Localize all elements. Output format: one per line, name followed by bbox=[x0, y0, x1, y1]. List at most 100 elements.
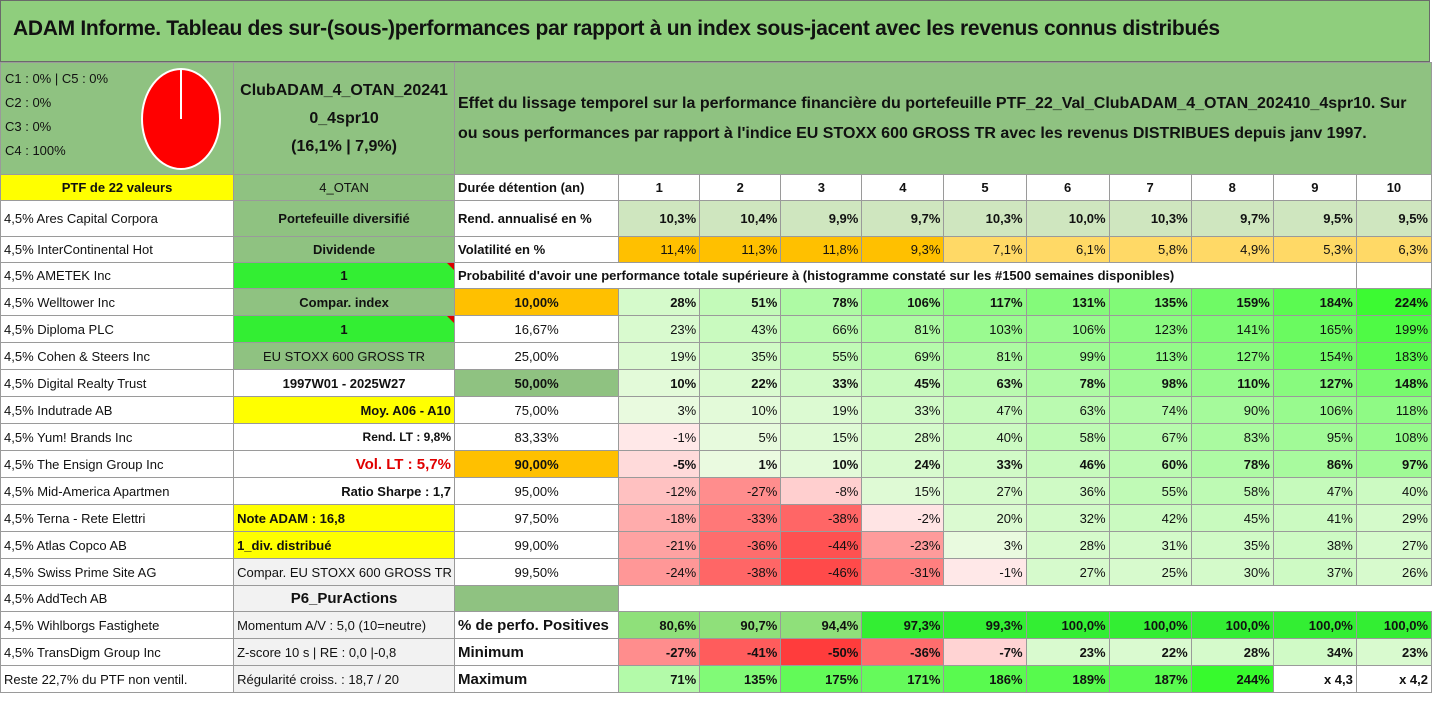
info-cell: EU STOXX 600 GROSS TR bbox=[233, 342, 455, 370]
prob-value: 15% bbox=[780, 423, 863, 451]
year-header: 6 bbox=[1025, 174, 1110, 201]
max-value: 71% bbox=[618, 665, 701, 693]
holding-name: 4,5% AMETEK Inc bbox=[0, 262, 235, 289]
table-row: 4,5% Welltower Inc Compar. index 10,00% 28%… bbox=[0, 288, 1432, 316]
info-cell: Portefeuille diversifié bbox=[233, 200, 455, 237]
prob-value: 47% bbox=[1272, 477, 1357, 505]
prob-label: Probabilité d'avoir une performance tota… bbox=[458, 268, 1175, 283]
prob-value: 90% bbox=[1190, 396, 1274, 424]
prob-value: 123% bbox=[1108, 315, 1192, 343]
vol-value: 4,9% bbox=[1190, 236, 1274, 263]
prob-value: 23% bbox=[618, 315, 701, 343]
prob-value: 184% bbox=[1272, 288, 1357, 316]
prob-threshold: 50,00% bbox=[453, 369, 620, 397]
info-cell: 1 bbox=[233, 315, 455, 343]
report-header: ADAM Informe. Tableau des sur-(sous-)per… bbox=[0, 0, 1430, 62]
pos-value: 94,4% bbox=[780, 611, 863, 639]
pos-value: 90,7% bbox=[699, 611, 782, 639]
prob-value: 40% bbox=[943, 423, 1027, 451]
prob-value: 35% bbox=[699, 342, 782, 370]
prob-threshold: 99,50% bbox=[453, 558, 620, 586]
prob-value: -1% bbox=[618, 423, 701, 451]
vol-value: 7,1% bbox=[943, 236, 1027, 263]
table-row: 4,5% Atlas Copco AB 1_div. distribué 99,00… bbox=[0, 531, 1432, 559]
prob-value: 19% bbox=[618, 342, 701, 370]
min-label: Minimum bbox=[453, 638, 620, 666]
prob-value: 141% bbox=[1190, 315, 1274, 343]
year-header: 5 bbox=[943, 174, 1027, 201]
prob-value: 45% bbox=[861, 369, 945, 397]
year-header: 10 bbox=[1355, 174, 1432, 201]
info-cell: Compar. EU STOXX 600 GROSS TR bbox=[233, 558, 455, 586]
prob-value: 81% bbox=[943, 342, 1027, 370]
prob-value: -8% bbox=[780, 477, 863, 505]
pos-value: 100,0% bbox=[1272, 611, 1357, 639]
info-cell: Ratio Sharpe : 1,7 bbox=[233, 477, 455, 505]
pos-value: 100,0% bbox=[1025, 611, 1110, 639]
rend-value: 10,0% bbox=[1025, 200, 1110, 237]
vol-value: 6,1% bbox=[1025, 236, 1110, 263]
prob-value: 37% bbox=[1272, 558, 1357, 586]
prob-value: 41% bbox=[1272, 504, 1357, 532]
info-cell: P6_PurActions bbox=[233, 585, 455, 612]
table-row: 4,5% AddTech AB P6_PurActions bbox=[0, 585, 1432, 612]
vol-value: 11,3% bbox=[699, 236, 782, 263]
holding-name: 4,5% Digital Realty Trust bbox=[0, 369, 235, 397]
prob-value: 66% bbox=[780, 315, 863, 343]
prob-value: 60% bbox=[1108, 450, 1192, 478]
table-row: 4,5% The Ensign Group Inc Vol. LT : 5,7% 9… bbox=[0, 450, 1432, 478]
table-row: 4,5% TransDigm Group Inc Z-score 10 s | R… bbox=[0, 638, 1432, 666]
prob-value: 29% bbox=[1355, 504, 1432, 532]
max-value: 171% bbox=[861, 665, 945, 693]
prob-value: 15% bbox=[861, 477, 945, 505]
report-title: ADAM Informe. Tableau des sur-(sous-)per… bbox=[13, 17, 1220, 40]
prob-value: 3% bbox=[618, 396, 701, 424]
holding-name: 4,5% InterContinental Hot bbox=[0, 236, 235, 263]
prob-value: 106% bbox=[861, 288, 945, 316]
table-row: 4,5% Terna - Rete Elettri Note ADAM : 16,… bbox=[0, 504, 1432, 532]
prob-value: -24% bbox=[618, 558, 701, 586]
pos-label: % de perfo. Positives bbox=[453, 611, 620, 639]
prob-value: 97% bbox=[1355, 450, 1432, 478]
year-header: 2 bbox=[699, 174, 782, 201]
prob-value: 183% bbox=[1355, 342, 1432, 370]
prob-value: 32% bbox=[1025, 504, 1110, 532]
rend-value: 10,3% bbox=[943, 200, 1027, 237]
holding-name: 4,5% Diploma PLC bbox=[0, 315, 235, 343]
category-line: C4 : 100% bbox=[5, 143, 66, 158]
prob-value: 19% bbox=[780, 396, 863, 424]
holding-name: Reste 22,7% du PTF non ventil. bbox=[0, 665, 235, 693]
holding-name: 4,5% Yum! Brands Inc bbox=[0, 423, 235, 451]
holding-name: 4,5% Swiss Prime Site AG bbox=[0, 558, 235, 586]
table-row: 4,5% Yum! Brands Inc Rend. LT : 9,8% 83,33… bbox=[0, 423, 1432, 451]
prob-threshold: 83,33% bbox=[453, 423, 620, 451]
prob-value: -18% bbox=[618, 504, 701, 532]
prob-value: 28% bbox=[618, 288, 701, 316]
prob-threshold: 75,00% bbox=[453, 396, 620, 424]
otan-label: 4_OTAN bbox=[233, 174, 455, 201]
max-value: 189% bbox=[1025, 665, 1110, 693]
info-cell: Dividende bbox=[233, 236, 455, 263]
blank-cell bbox=[619, 586, 1432, 612]
holding-name: 4,5% AddTech AB bbox=[0, 585, 235, 612]
info-cell: Compar. index bbox=[233, 288, 455, 316]
prob-value: 5% bbox=[699, 423, 782, 451]
prob-value: 83% bbox=[1190, 423, 1274, 451]
prob-value: 199% bbox=[1355, 315, 1432, 343]
prob-value: 51% bbox=[699, 288, 782, 316]
table-row: 4,5% Digital Realty Trust 1997W01 - 2025W… bbox=[0, 369, 1432, 397]
prob-value: 106% bbox=[1025, 315, 1110, 343]
year-header: 3 bbox=[780, 174, 863, 201]
prob-value: 131% bbox=[1025, 288, 1110, 316]
prob-value: 113% bbox=[1108, 342, 1192, 370]
allocation-pie-chart bbox=[141, 68, 221, 170]
holding-name: 4,5% Atlas Copco AB bbox=[0, 531, 235, 559]
table-row: 4,5% Wihlborgs Fastighete Momentum A/V : … bbox=[0, 611, 1432, 639]
portfolio-name-cell: ClubADAM_4_OTAN_20241 0_4spr10 (16,1% | … bbox=[233, 62, 455, 175]
prob-value: -12% bbox=[618, 477, 701, 505]
max-value: 175% bbox=[780, 665, 863, 693]
info-cell: Rend. LT : 9,8% bbox=[233, 423, 455, 451]
prob-value: 36% bbox=[1025, 477, 1110, 505]
prob-value: -36% bbox=[699, 531, 782, 559]
prob-value: 27% bbox=[943, 477, 1027, 505]
